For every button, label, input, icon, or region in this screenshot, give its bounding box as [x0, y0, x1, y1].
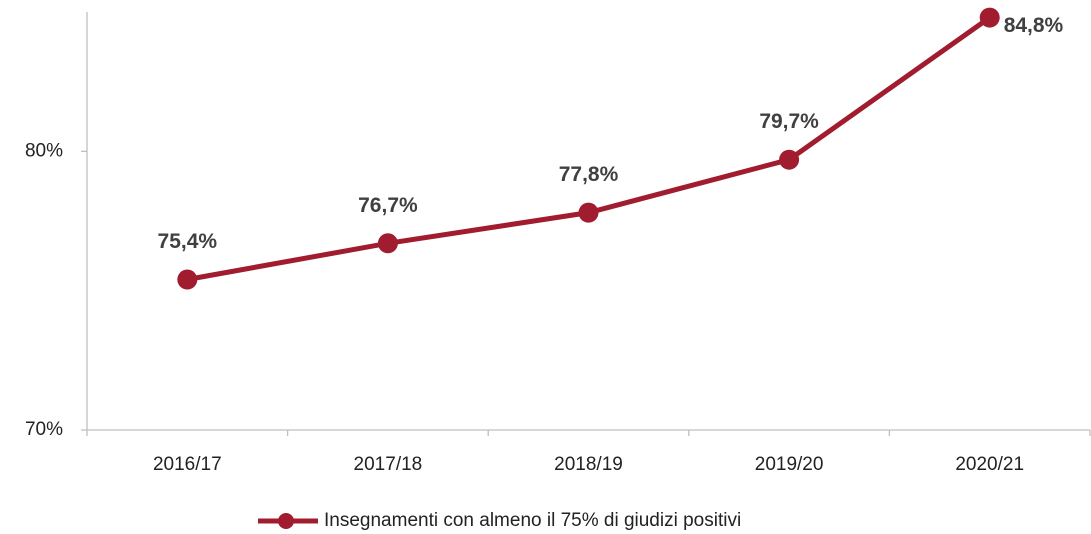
point [979, 7, 1000, 28]
x-tick-label: 2019/20 [755, 454, 824, 475]
y-tick-label: 70% [25, 419, 63, 440]
data-label: 79,7% [759, 110, 819, 133]
x-tick-label: 2017/18 [354, 454, 423, 475]
data-label: 76,7% [358, 194, 418, 217]
legend-marker [278, 513, 294, 529]
legend-label: Insegnamenti con almeno il 75% di giudiz… [324, 510, 741, 531]
data-label: 77,8% [559, 163, 619, 186]
point [779, 149, 800, 170]
series-line [186, 15, 992, 282]
y-tick-label: 80% [25, 140, 63, 161]
x-tick-label: 2016/17 [153, 454, 222, 475]
point [377, 233, 398, 254]
point [578, 202, 599, 223]
x-tick-label: 2020/21 [955, 454, 1024, 475]
x-tick-label: 2018/19 [554, 454, 623, 475]
point [177, 269, 198, 290]
data-label: 75,4% [158, 230, 218, 253]
data-label: 84,8% [1004, 14, 1064, 37]
